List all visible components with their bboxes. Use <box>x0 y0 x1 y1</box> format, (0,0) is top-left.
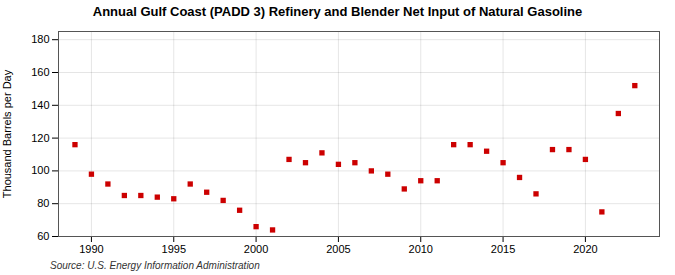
svg-text:120: 120 <box>31 132 49 144</box>
svg-text:140: 140 <box>31 99 49 111</box>
html-text:Source: U.S. Energy Informatio: Source: U.S. Energy Information Administ… <box>50 260 260 271</box>
html-text:Annual Gulf Coast (PADD 3) Ref: Annual Gulf Coast (PADD 3) Refinery and … <box>92 4 583 19</box>
svg-text:2000: 2000 <box>244 243 268 255</box>
svg-text:80: 80 <box>37 197 49 209</box>
svg-text:1990: 1990 <box>79 243 103 255</box>
svg-text:180: 180 <box>31 33 49 45</box>
svg-text:2005: 2005 <box>326 243 350 255</box>
svg-text:100: 100 <box>31 164 49 176</box>
svg-text:60: 60 <box>37 230 49 242</box>
svg-text:160: 160 <box>31 66 49 78</box>
svg-text:1995: 1995 <box>162 243 186 255</box>
svg-text:Thousand Barrels per Day: Thousand Barrels per Day <box>1 69 13 198</box>
svg-text:2020: 2020 <box>573 243 597 255</box>
svg-text:2015: 2015 <box>491 243 515 255</box>
svg-text:2010: 2010 <box>409 243 433 255</box>
